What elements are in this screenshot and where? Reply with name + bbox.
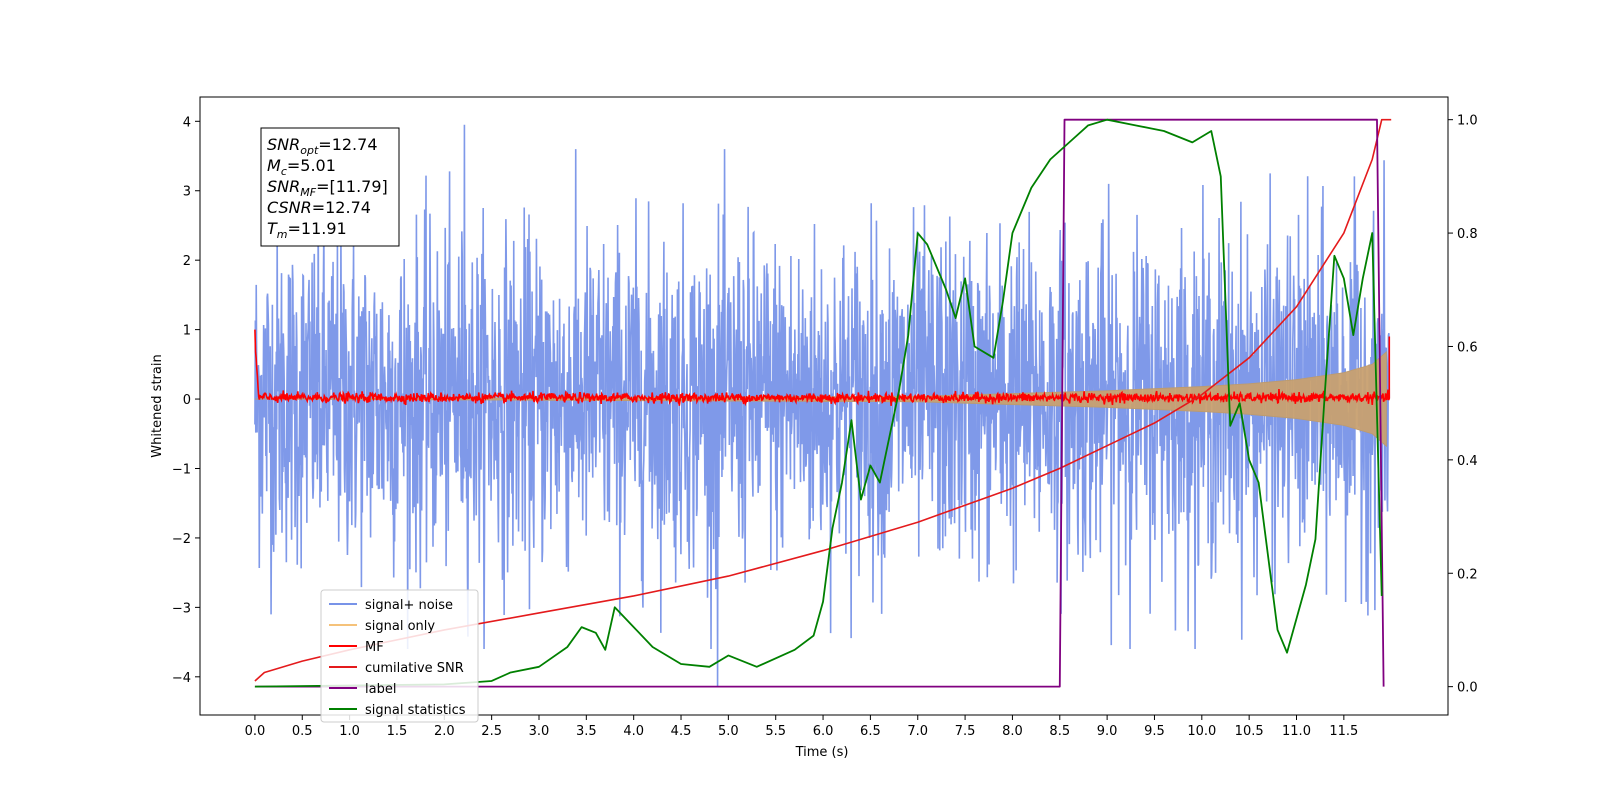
x-tick-label: 10.0 — [1187, 724, 1216, 739]
x-tick-label: 2.0 — [434, 724, 455, 739]
stat-line: SNRMF=[11.79] — [267, 177, 388, 199]
stat-line: Tm=11.91 — [267, 219, 347, 241]
y-tick-label: −3 — [172, 601, 191, 616]
y-tick-label: 1 — [183, 324, 191, 339]
stats-box-frame — [260, 127, 400, 247]
y2-tick-label: 0.4 — [1457, 454, 1478, 469]
x-tick-label: 7.5 — [955, 724, 976, 739]
y-tick-label: −4 — [172, 671, 191, 686]
x-tick-label: 3.5 — [576, 724, 597, 739]
y-tick-label: 2 — [183, 254, 191, 269]
x-tick-label: 6.0 — [813, 724, 834, 739]
x-tick-label: 0.0 — [245, 724, 266, 739]
y-axis-left: −4 −3 −2 −1 0 1 2 3 4 — [172, 115, 200, 686]
series-signal-noise — [254, 124, 1391, 688]
y-tick-label: −1 — [172, 462, 191, 477]
y-tick-label: 4 — [183, 115, 191, 130]
y2-tick-label: 0.8 — [1457, 227, 1478, 242]
stat-line: Mc=5.01 — [267, 156, 336, 178]
stats-annotation-box: SNRopt=12.74Mc=5.01SNRMF=[11.79]CSNR=12.… — [260, 127, 400, 247]
x-tick-label: 3.0 — [529, 724, 550, 739]
x-tick-label: 5.0 — [718, 724, 739, 739]
x-tick-label: 2.5 — [481, 724, 502, 739]
legend-frame — [320, 589, 479, 723]
legend-entry: signal+ noise — [365, 598, 453, 613]
legend-entry: signal only — [365, 619, 435, 634]
series-mf — [254, 329, 1391, 407]
y2-tick-label: 0.2 — [1457, 567, 1478, 582]
x-tick-label: 8.5 — [1049, 724, 1070, 739]
legend-entry: signal statistics — [365, 703, 466, 718]
y-tick-label: −2 — [172, 532, 191, 547]
y2-tick-label: 0.6 — [1457, 340, 1478, 355]
stat-line: CSNR=12.74 — [267, 198, 371, 217]
x-tick-label: 11.0 — [1282, 724, 1311, 739]
stat-line: SNRopt=12.74 — [267, 135, 378, 157]
x-tick-label: 0.5 — [292, 724, 313, 739]
series-label — [254, 118, 1385, 688]
series-signal-statistics — [254, 118, 1383, 688]
x-tick-label: 5.5 — [765, 724, 786, 739]
legend-entry: MF — [365, 640, 384, 655]
x-axis: 0.0 0.5 1.0 1.5 2.0 2.5 3.0 3.5 4.0 4.5 5.0 5.5 6.0 6… — [245, 715, 1358, 739]
x-tick-label: 8.0 — [1002, 724, 1023, 739]
legend-entry: cumilative SNR — [365, 661, 464, 676]
y2-tick-label: 0.0 — [1457, 681, 1478, 696]
plot-frame — [199, 96, 1449, 716]
y-axis-right: 0.0 0.2 0.4 0.6 0.8 1.0 — [1448, 114, 1478, 696]
y-tick-label: 3 — [183, 185, 191, 200]
x-tick-label: 11.5 — [1329, 724, 1358, 739]
legend-entry: label — [365, 682, 396, 697]
x-tick-label: 6.5 — [860, 724, 881, 739]
y-axis-label: Whitened strain — [150, 354, 165, 457]
x-tick-label: 1.5 — [387, 724, 408, 739]
x-tick-label: 4.5 — [671, 724, 692, 739]
y-tick-label: 0 — [183, 393, 191, 408]
y2-tick-label: 1.0 — [1457, 114, 1478, 129]
x-tick-label: 9.0 — [1097, 724, 1118, 739]
x-tick-label: 1.0 — [339, 724, 360, 739]
x-axis-label: Time (s) — [795, 745, 849, 760]
x-tick-label: 7.0 — [907, 724, 928, 739]
x-tick-label: 4.0 — [623, 724, 644, 739]
x-tick-label: 9.5 — [1144, 724, 1165, 739]
legend: signal+ noise signal only MF cumilative SNR… — [320, 589, 479, 723]
x-tick-label: 10.5 — [1235, 724, 1264, 739]
